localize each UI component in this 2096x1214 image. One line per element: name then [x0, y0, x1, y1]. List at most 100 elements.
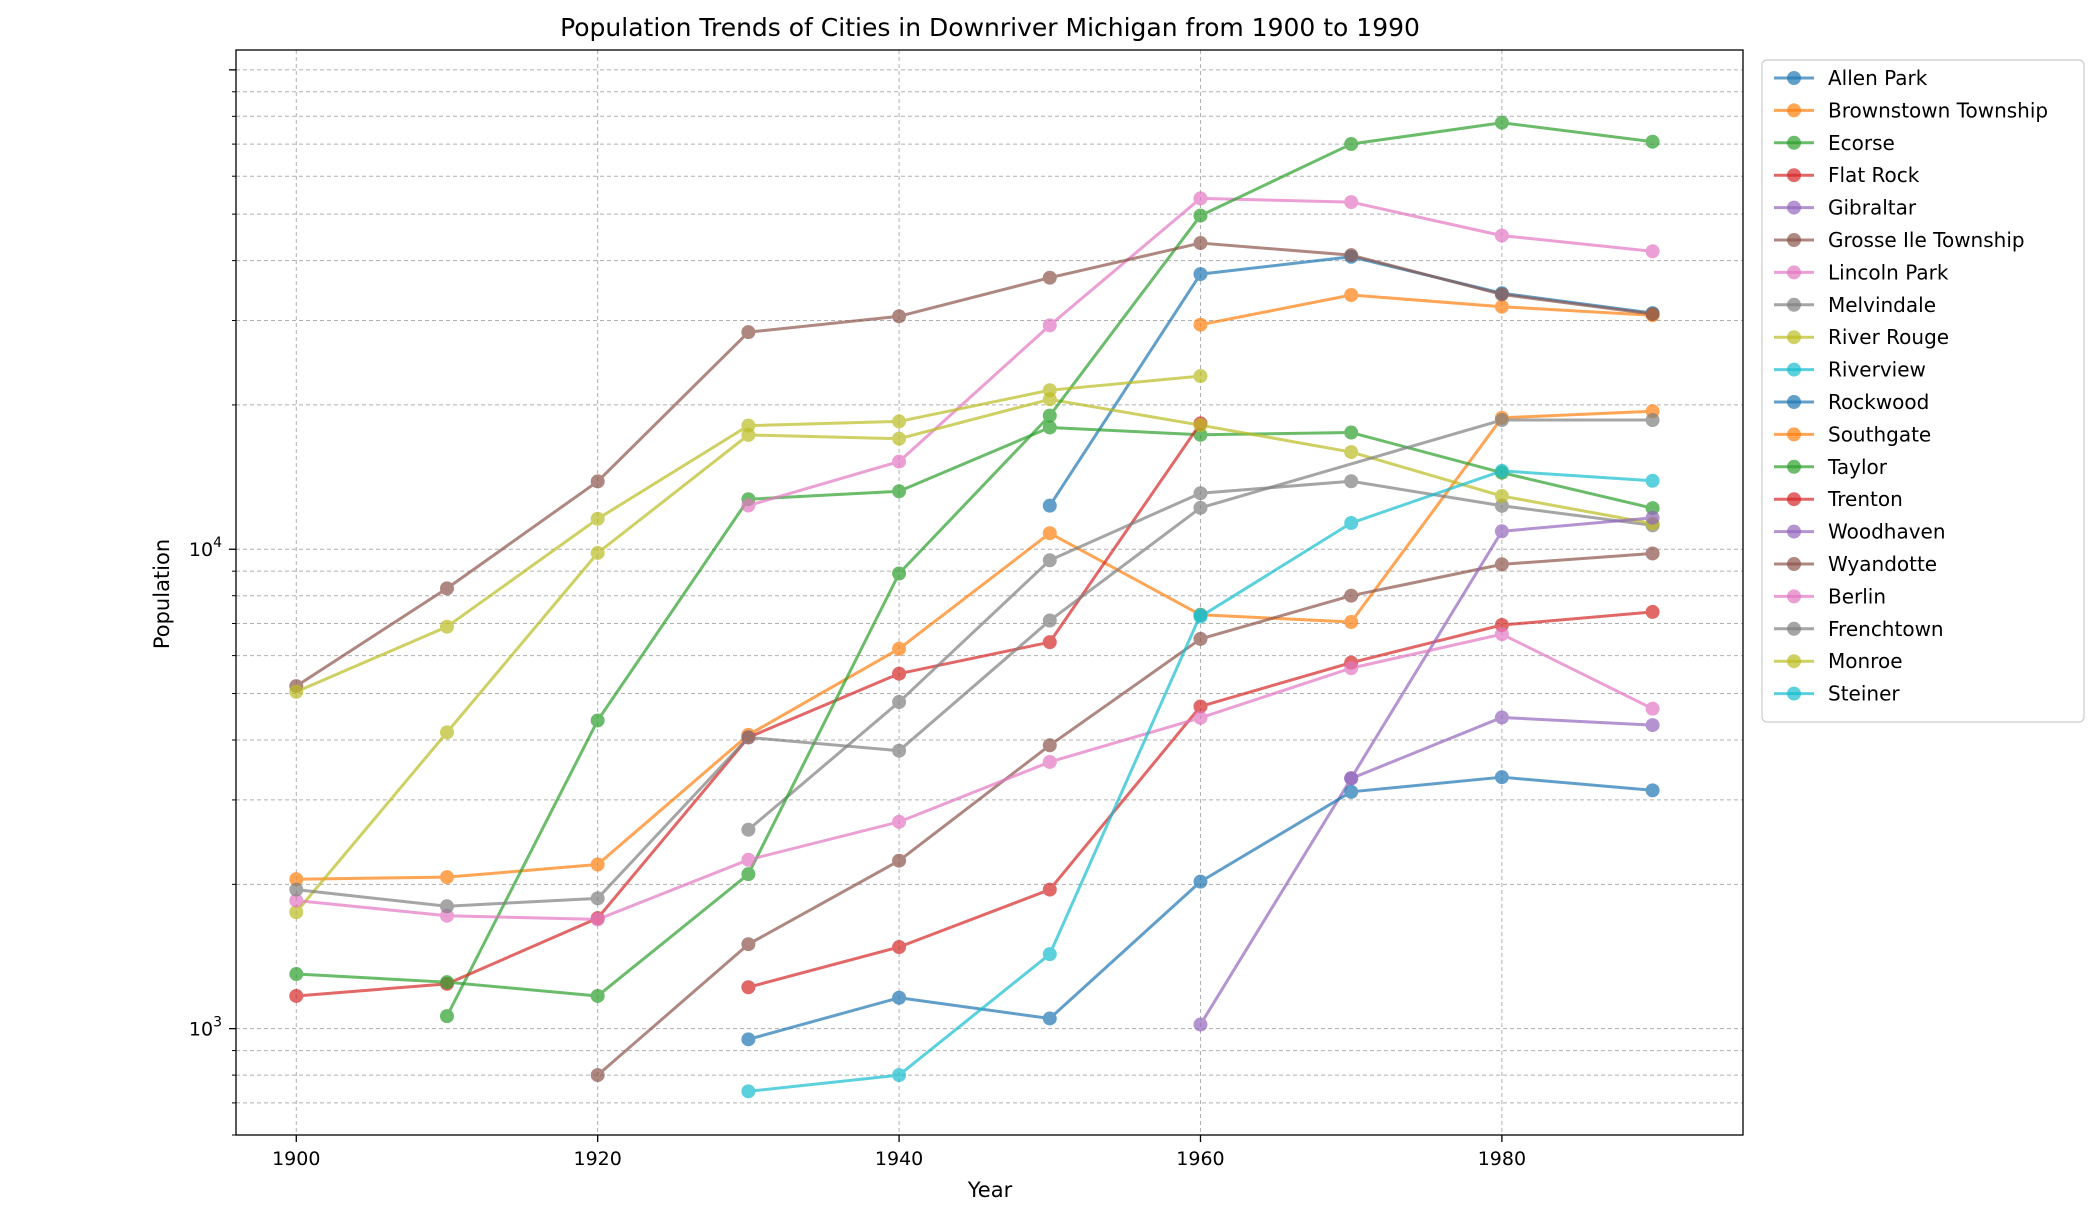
- legend-item: Taylor: [1774, 455, 1888, 479]
- legend-item: Ecorse: [1774, 131, 1895, 155]
- series-rockwood: [741, 770, 1660, 1047]
- series-line: [1199, 469, 1653, 618]
- y-tick-label: 104: [189, 535, 222, 561]
- data-point: [1344, 425, 1359, 440]
- legend-item: Wyandotte: [1774, 552, 1937, 576]
- y-axis-label: Population: [150, 539, 174, 649]
- y-tick-base: 10: [189, 1019, 213, 1041]
- data-point: [1645, 510, 1660, 525]
- legend-item: Allen Park: [1774, 66, 1928, 90]
- data-point: [741, 325, 756, 340]
- series-frenchtown: [289, 413, 1660, 914]
- data-point: [892, 431, 907, 446]
- data-point: [289, 684, 304, 699]
- data-point: [1344, 474, 1359, 489]
- data-point: [1645, 783, 1660, 798]
- legend-label: Ecorse: [1828, 131, 1895, 155]
- chart-title: Population Trends of Cities in Downriver…: [560, 13, 1420, 42]
- x-tick-label: 1920: [574, 1148, 622, 1170]
- data-point: [892, 990, 907, 1005]
- data-point: [1193, 236, 1208, 251]
- data-point: [741, 730, 756, 745]
- legend-swatch-marker: [1787, 71, 1801, 85]
- legend-label: Steiner: [1828, 682, 1900, 706]
- legend-item: Brownstown Township: [1774, 98, 2048, 122]
- data-point: [741, 822, 756, 837]
- data-point: [1645, 307, 1660, 322]
- data-point: [1042, 526, 1057, 541]
- data-point: [892, 695, 907, 710]
- data-point: [1042, 553, 1057, 568]
- data-point: [590, 912, 605, 927]
- legend-swatch-marker: [1787, 524, 1801, 539]
- data-point: [892, 641, 907, 656]
- series-lincoln-park: [741, 191, 1660, 513]
- data-point: [1193, 710, 1208, 725]
- data-point: [439, 1009, 454, 1024]
- data-point: [741, 1032, 756, 1047]
- data-point: [1344, 137, 1359, 152]
- data-point: [892, 414, 907, 429]
- data-point: [1193, 418, 1208, 433]
- data-point: [1494, 299, 1509, 314]
- data-point: [1042, 947, 1057, 962]
- legend: Allen Park Brownstown Township Ecorse Flat …: [1761, 59, 2085, 723]
- legend-swatch-marker: [1787, 297, 1801, 312]
- data-point: [289, 905, 304, 920]
- data-point: [1042, 882, 1057, 897]
- series-taylor: [289, 115, 1660, 1003]
- data-point: [289, 872, 304, 887]
- data-point: [1193, 191, 1208, 206]
- data-point: [1193, 267, 1208, 282]
- legend-label: Flat Rock: [1828, 163, 1920, 187]
- data-point: [1193, 631, 1208, 646]
- data-point: [289, 882, 304, 897]
- data-point: [892, 814, 907, 829]
- data-point: [1344, 445, 1359, 460]
- data-point: [741, 1084, 756, 1099]
- series-line: [748, 614, 1202, 1093]
- legend-item: Woodhaven: [1774, 520, 1946, 544]
- grid: [236, 50, 1743, 1136]
- data-point: [1645, 604, 1660, 619]
- data-point: [1344, 615, 1359, 630]
- legend-label: Brownstown Township: [1828, 98, 2048, 122]
- legend-label: Grosse Ile Township: [1828, 228, 2025, 252]
- data-point: [1193, 500, 1208, 515]
- data-point: [590, 891, 605, 906]
- data-point: [1042, 613, 1057, 628]
- legend-item: Southgate: [1774, 422, 1931, 446]
- x-axis: 1900 1920 1940 1960 1980: [272, 1135, 1526, 1170]
- legend-item: Grosse Ile Township: [1774, 228, 2025, 252]
- data-point: [439, 619, 454, 634]
- data-point: [1193, 486, 1208, 501]
- data-point: [439, 870, 454, 885]
- data-point: [1344, 288, 1359, 303]
- data-point: [1494, 489, 1509, 504]
- legend-item: Trenton: [1774, 487, 1903, 511]
- legend-swatch-marker: [1787, 654, 1801, 669]
- data-point: [1494, 710, 1509, 725]
- data-point: [590, 545, 605, 560]
- data-point: [741, 418, 756, 433]
- data-point: [1494, 627, 1509, 642]
- data-point: [1494, 770, 1509, 785]
- data-point: [1042, 754, 1057, 769]
- data-point: [1193, 1017, 1208, 1032]
- legend-item: Gibraltar: [1774, 196, 1917, 220]
- data-point: [1645, 546, 1660, 561]
- series-wyandotte: [289, 236, 1660, 694]
- legend-swatch-marker: [1787, 265, 1801, 280]
- data-point: [1042, 498, 1057, 513]
- legend-swatch-marker: [1787, 233, 1801, 247]
- series-berlin: [289, 627, 1660, 927]
- legend-label: Southgate: [1828, 422, 1931, 446]
- legend-item: Flat Rock: [1774, 163, 1920, 187]
- series-layer: [289, 115, 1660, 1099]
- data-point: [741, 867, 756, 882]
- legend-label: Rockwood: [1828, 390, 1929, 414]
- legend-swatch-marker: [1787, 557, 1801, 571]
- legend-box: [1761, 59, 2085, 723]
- legend-label: Berlin: [1828, 584, 1886, 608]
